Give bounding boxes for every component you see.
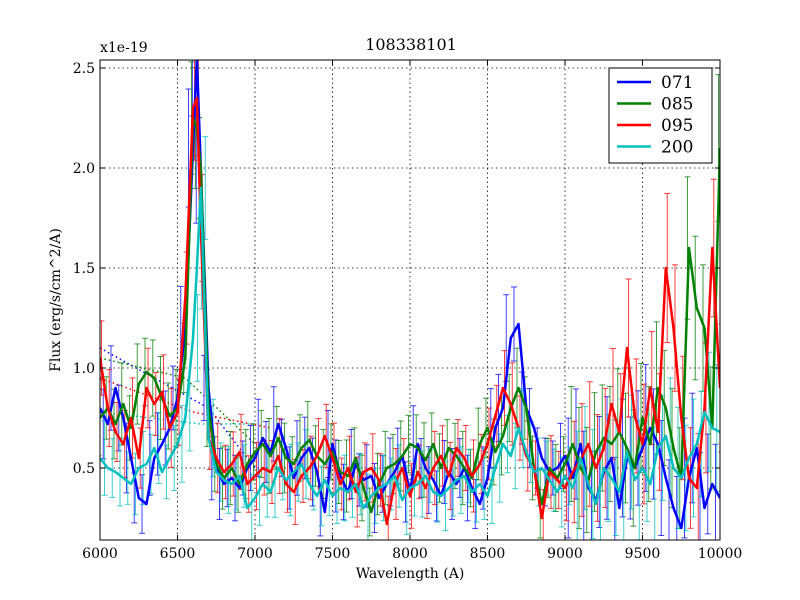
y-tick-label: 0.5 — [73, 461, 95, 477]
x-tick-label: 6500 — [160, 546, 196, 562]
continuum-guide — [99, 377, 271, 429]
series-line-200 — [100, 186, 720, 510]
y-tick-label: 2.5 — [73, 61, 95, 77]
series-line-095 — [100, 96, 720, 526]
y-axis-label: Flux (erg/s/cm^2/A) — [48, 228, 64, 372]
legend-label-085: 085 — [661, 95, 693, 115]
legend-label-095: 095 — [661, 116, 693, 136]
x-tick-label: 9000 — [547, 546, 583, 562]
x-tick-label: 8500 — [470, 546, 506, 562]
x-tick-label: 8000 — [392, 546, 428, 562]
x-tick-label: 10000 — [698, 546, 743, 562]
series-lines — [100, 60, 720, 530]
x-tick-label: 7000 — [237, 546, 273, 562]
x-tick-label: 6000 — [82, 546, 118, 562]
y-tick-label: 1.0 — [73, 361, 95, 377]
continuum-guide — [99, 347, 256, 469]
y-offset-label: x1e-19 — [100, 40, 148, 56]
legend-label-071: 071 — [661, 73, 693, 93]
x-axis-label: Wavelength (A) — [356, 566, 465, 582]
grid-lines — [99, 60, 720, 540]
axis-ticks: 6000 6500 7000 7500 8000 8500 9000 9500 10000 0.5… — [73, 60, 743, 562]
legend-label-200: 200 — [661, 138, 693, 158]
legend-box — [608, 67, 713, 164]
x-tick-label: 7500 — [315, 546, 351, 562]
chart-title: 108338101 — [365, 35, 457, 54]
y-tick-label: 2.0 — [73, 161, 95, 177]
y-tick-label: 1.5 — [73, 261, 95, 277]
x-tick-label: 9500 — [625, 546, 661, 562]
